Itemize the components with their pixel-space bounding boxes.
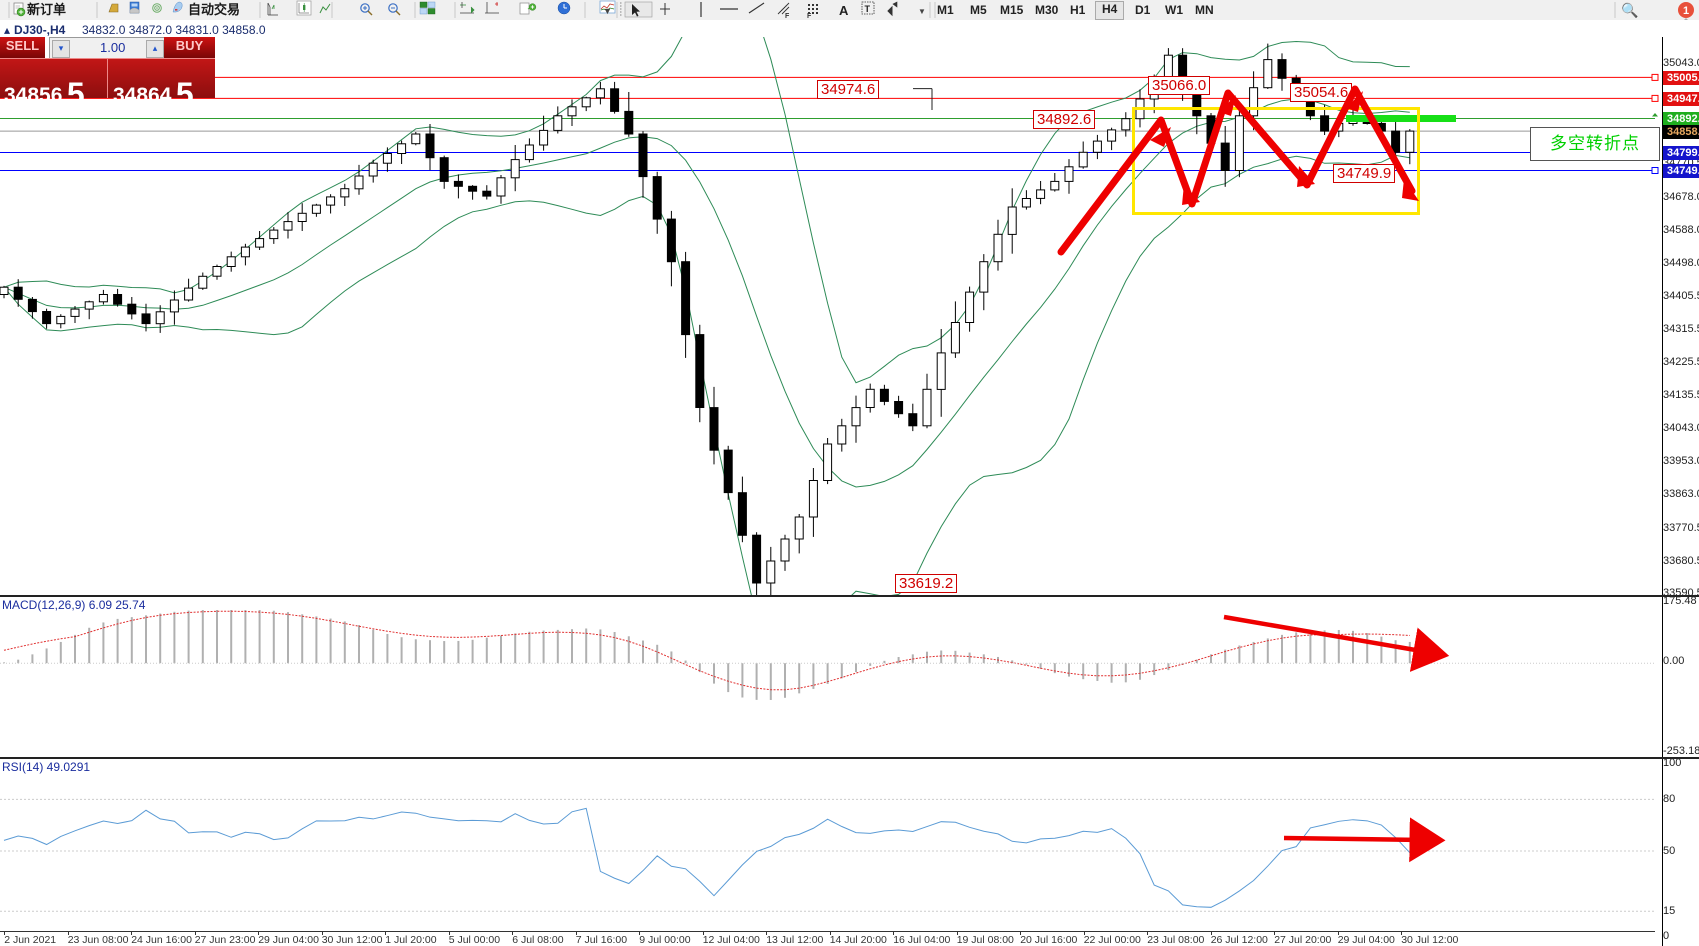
- svg-text:▼: ▼: [603, 6, 612, 16]
- svg-text:A: A: [839, 3, 849, 18]
- svg-text:🔍: 🔍: [1621, 1, 1638, 19]
- svg-text:新订单: 新订单: [27, 2, 66, 17]
- svg-text:F: F: [807, 13, 812, 20]
- svg-text:F: F: [785, 13, 790, 20]
- svg-text:T: T: [865, 4, 871, 14]
- svg-text:自动交易: 自动交易: [188, 2, 240, 17]
- svg-text:1: 1: [1683, 5, 1689, 17]
- svg-text:▼: ▼: [918, 7, 926, 16]
